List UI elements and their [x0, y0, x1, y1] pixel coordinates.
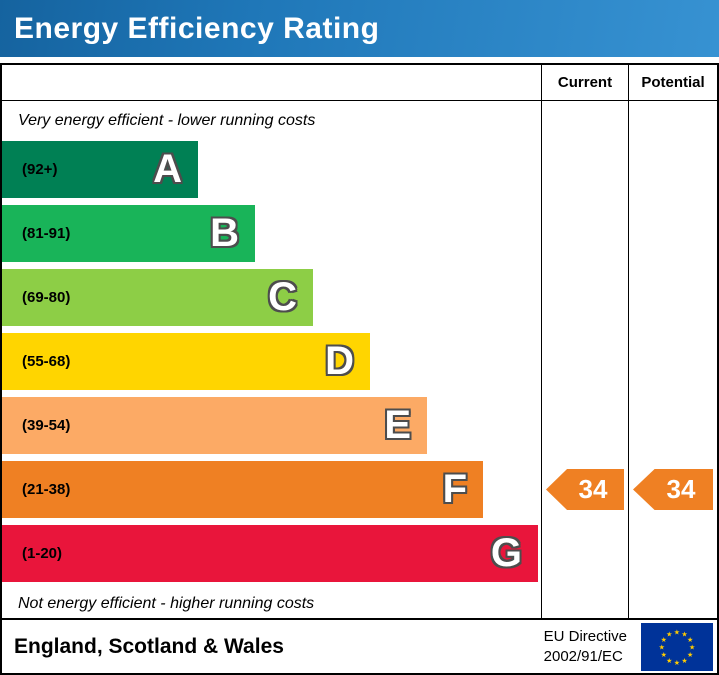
band-chart: Very energy efficient - lower running co…: [2, 101, 541, 618]
region-label: England, Scotland & Wales: [14, 634, 284, 658]
footer-bar: England, Scotland & Wales EU Directive 2…: [0, 620, 719, 675]
svg-text:★: ★: [674, 657, 680, 666]
band-range-label: (39-54): [22, 417, 71, 434]
band-f: (21-38) F: [2, 461, 483, 518]
current-column: 34: [541, 101, 628, 618]
band-row: (92+) A: [2, 141, 541, 205]
svg-text:★: ★: [687, 650, 693, 659]
column-header-potential: Potential: [628, 65, 717, 101]
top-note: Very energy efficient - lower running co…: [18, 112, 316, 129]
band-letter: G: [490, 530, 522, 575]
band-letter: E: [384, 402, 411, 447]
current-rating-arrow: 34: [546, 469, 624, 510]
rating-table: Current Potential Very energy efficient …: [0, 63, 719, 620]
band-g: (1-20) G: [2, 525, 538, 582]
potential-rating-value: 34: [666, 474, 696, 504]
eu-directive-line1: EU Directive: [543, 628, 627, 645]
svg-text:★: ★: [689, 642, 695, 651]
band-row: (21-38) F: [2, 461, 541, 525]
band-row: (69-80) C: [2, 269, 541, 333]
page-title: Energy Efficiency Rating: [14, 11, 380, 45]
band-range-label: (81-91): [22, 225, 71, 242]
svg-text:★: ★: [687, 634, 693, 643]
potential-column: 34: [628, 101, 717, 618]
band-c: (69-80) C: [2, 269, 313, 326]
band-row: (55-68) D: [2, 333, 541, 397]
band-row: (81-91) B: [2, 205, 541, 269]
eu-directive-label: EU Directive 2002/91/EC: [544, 627, 627, 666]
band-row: (1-20) G: [2, 525, 541, 589]
band-letter: F: [442, 466, 467, 511]
band-range-label: (55-68): [22, 353, 71, 370]
svg-text:★: ★: [659, 642, 665, 651]
band-range-label: (92+): [22, 161, 58, 178]
svg-text:★: ★: [661, 634, 667, 643]
band-range-label: (21-38): [22, 481, 71, 498]
svg-text:★: ★: [666, 629, 672, 638]
svg-text:★: ★: [681, 629, 687, 638]
svg-text:★: ★: [681, 655, 687, 664]
title-bar: Energy Efficiency Rating: [0, 0, 719, 57]
svg-text:★: ★: [674, 627, 680, 636]
band-letter: C: [268, 274, 297, 319]
svg-text:★: ★: [666, 655, 672, 664]
column-header-current: Current: [541, 65, 628, 101]
band-letter: B: [210, 210, 239, 255]
table-corner-spacer: [2, 65, 541, 101]
bottom-note: Not energy efficient - higher running co…: [18, 594, 315, 612]
svg-text:★: ★: [661, 650, 667, 659]
eu-directive-line2: 2002/91/EC: [543, 647, 623, 665]
band-letter: D: [325, 338, 354, 383]
band-a: (92+) A: [2, 141, 198, 198]
band-letter: A: [153, 146, 182, 191]
band-b: (81-91) B: [2, 205, 255, 262]
band-range-label: (1-20): [22, 545, 63, 562]
band-d: (55-68) D: [2, 333, 370, 390]
potential-rating-arrow: 34: [633, 469, 713, 510]
band-e: (39-54) E: [2, 397, 427, 454]
band-range-label: (69-80): [22, 289, 71, 306]
band-row: (39-54) E: [2, 397, 541, 461]
eu-flag-icon: ★ ★★★★★★★★★★★: [641, 622, 713, 671]
current-rating-value: 34: [578, 474, 608, 504]
